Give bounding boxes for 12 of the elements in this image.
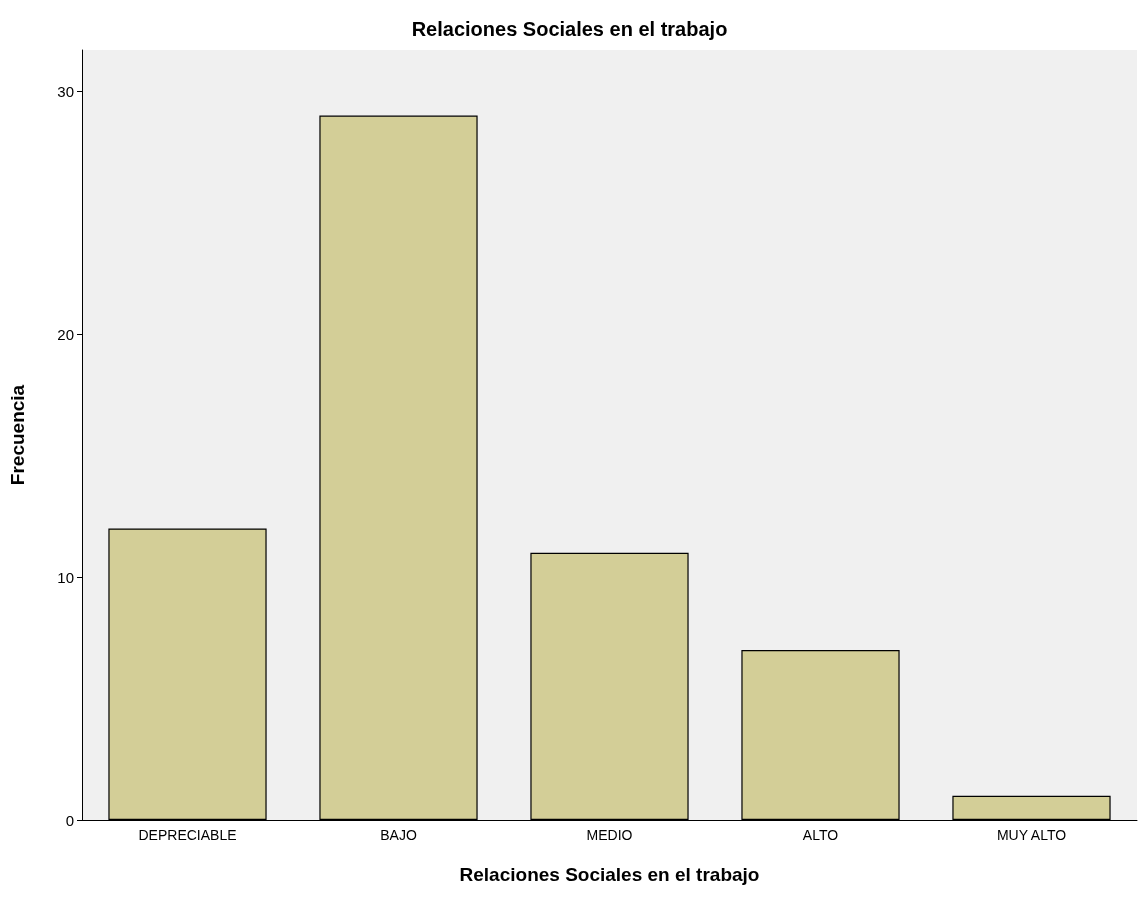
y-tick-label: 10: [57, 568, 74, 586]
x-tick-label: ALTO: [802, 827, 839, 843]
y-tick-label: 30: [57, 82, 74, 100]
y-tick-label: 0: [65, 811, 74, 829]
x-axis-title: Relaciones Sociales en el trabajo: [459, 864, 760, 885]
y-axis-title: Frecuencia: [7, 384, 28, 486]
x-tick-label: MUY ALTO: [996, 827, 1067, 843]
y-tick-label: 20: [57, 325, 74, 343]
x-tick-label: BAJO: [380, 827, 417, 843]
x-tick-label: MEDIO: [586, 827, 633, 843]
x-tick-label: DEPRECIABLE: [138, 827, 237, 843]
chart-title: Relaciones Sociales en el trabajo: [411, 18, 728, 40]
